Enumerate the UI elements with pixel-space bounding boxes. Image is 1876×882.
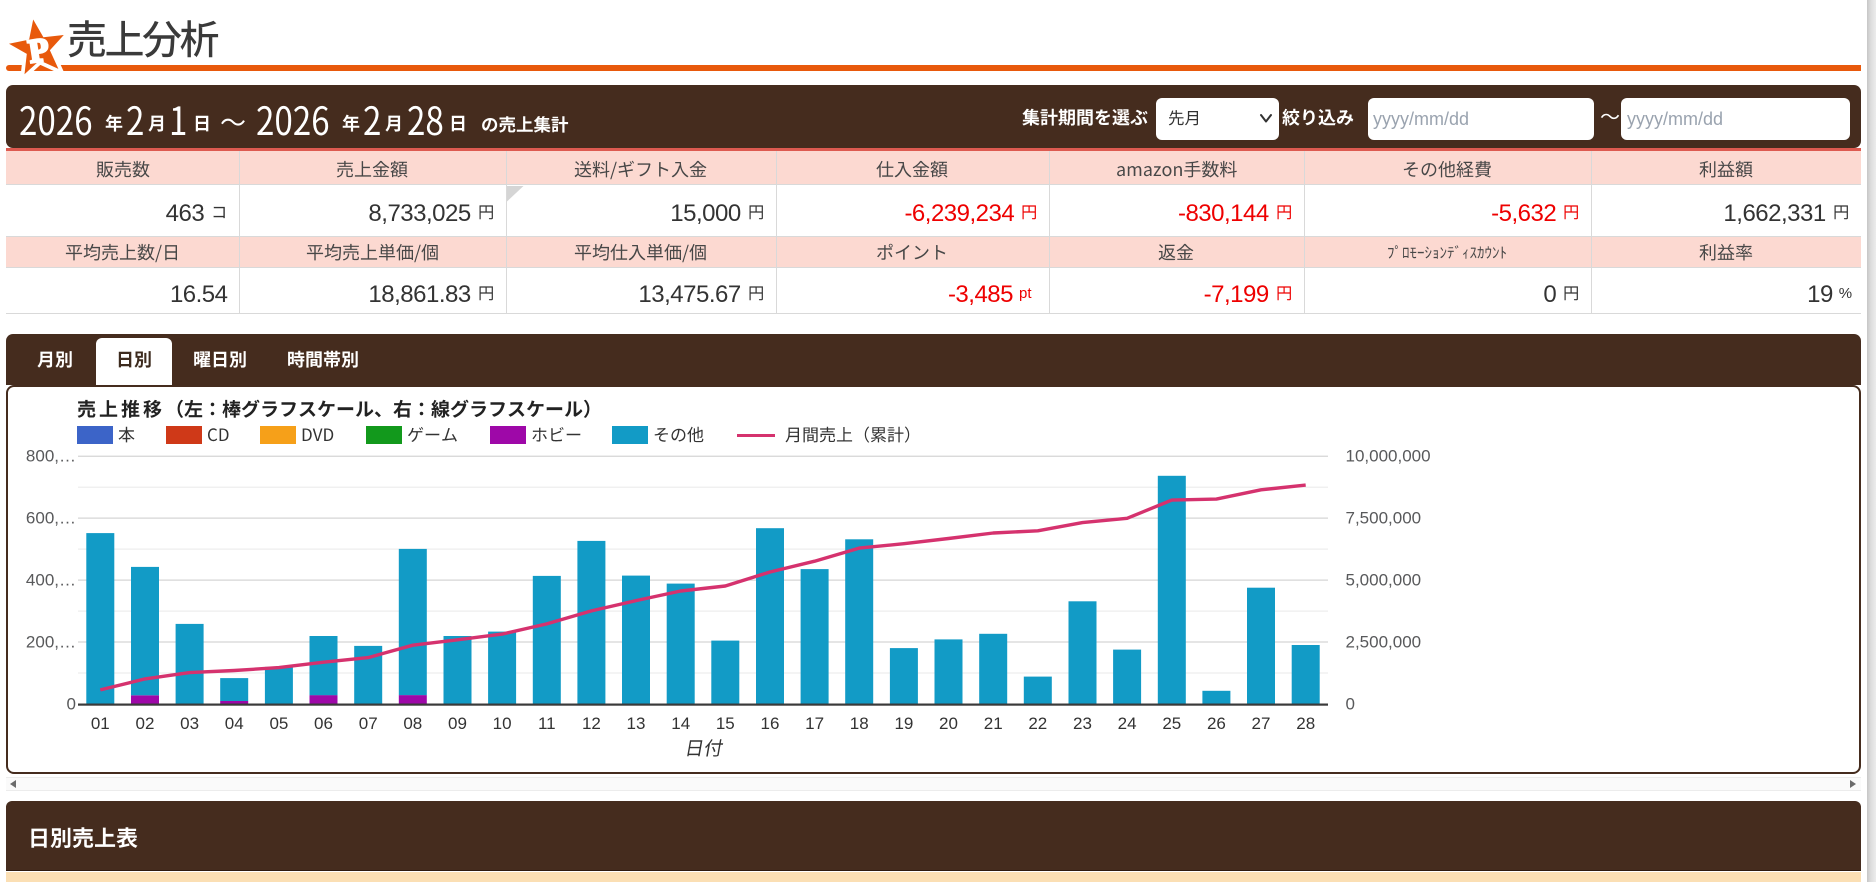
- svg-text:10,000,000: 10,000,000: [1346, 447, 1431, 466]
- svg-text:27: 27: [1252, 714, 1271, 733]
- svg-text:25: 25: [1162, 714, 1181, 733]
- svg-text:28: 28: [1296, 714, 1315, 733]
- svg-text:5,000,000: 5,000,000: [1346, 571, 1422, 590]
- svg-text:02: 02: [136, 714, 155, 733]
- svg-text:800,…: 800,…: [26, 447, 76, 466]
- svg-text:26: 26: [1207, 714, 1226, 733]
- svg-text:12: 12: [582, 714, 601, 733]
- svg-text:11: 11: [538, 714, 556, 733]
- svg-text:09: 09: [448, 714, 467, 733]
- svg-text:2,500,000: 2,500,000: [1346, 633, 1422, 652]
- svg-text:10: 10: [493, 714, 512, 733]
- svg-text:15: 15: [716, 714, 735, 733]
- svg-text:01: 01: [91, 714, 110, 733]
- svg-text:22: 22: [1028, 714, 1047, 733]
- svg-text:19: 19: [894, 714, 913, 733]
- svg-text:20: 20: [939, 714, 958, 733]
- svg-text:08: 08: [403, 714, 422, 733]
- svg-text:600,…: 600,…: [26, 509, 76, 528]
- svg-text:17: 17: [805, 714, 824, 733]
- svg-text:24: 24: [1118, 714, 1137, 733]
- svg-text:400,…: 400,…: [26, 571, 76, 590]
- svg-text:200,…: 200,…: [26, 633, 76, 652]
- svg-text:7,500,000: 7,500,000: [1346, 509, 1422, 528]
- svg-text:0: 0: [67, 695, 76, 714]
- svg-text:13: 13: [627, 714, 646, 733]
- svg-text:23: 23: [1073, 714, 1092, 733]
- svg-text:0: 0: [1346, 695, 1355, 714]
- svg-text:04: 04: [225, 714, 244, 733]
- svg-text:05: 05: [269, 714, 288, 733]
- svg-text:18: 18: [850, 714, 869, 733]
- svg-text:21: 21: [984, 714, 1003, 733]
- svg-text:06: 06: [314, 714, 333, 733]
- svg-text:16: 16: [761, 714, 780, 733]
- svg-text:14: 14: [671, 714, 690, 733]
- svg-text:07: 07: [359, 714, 378, 733]
- svg-text:03: 03: [180, 714, 199, 733]
